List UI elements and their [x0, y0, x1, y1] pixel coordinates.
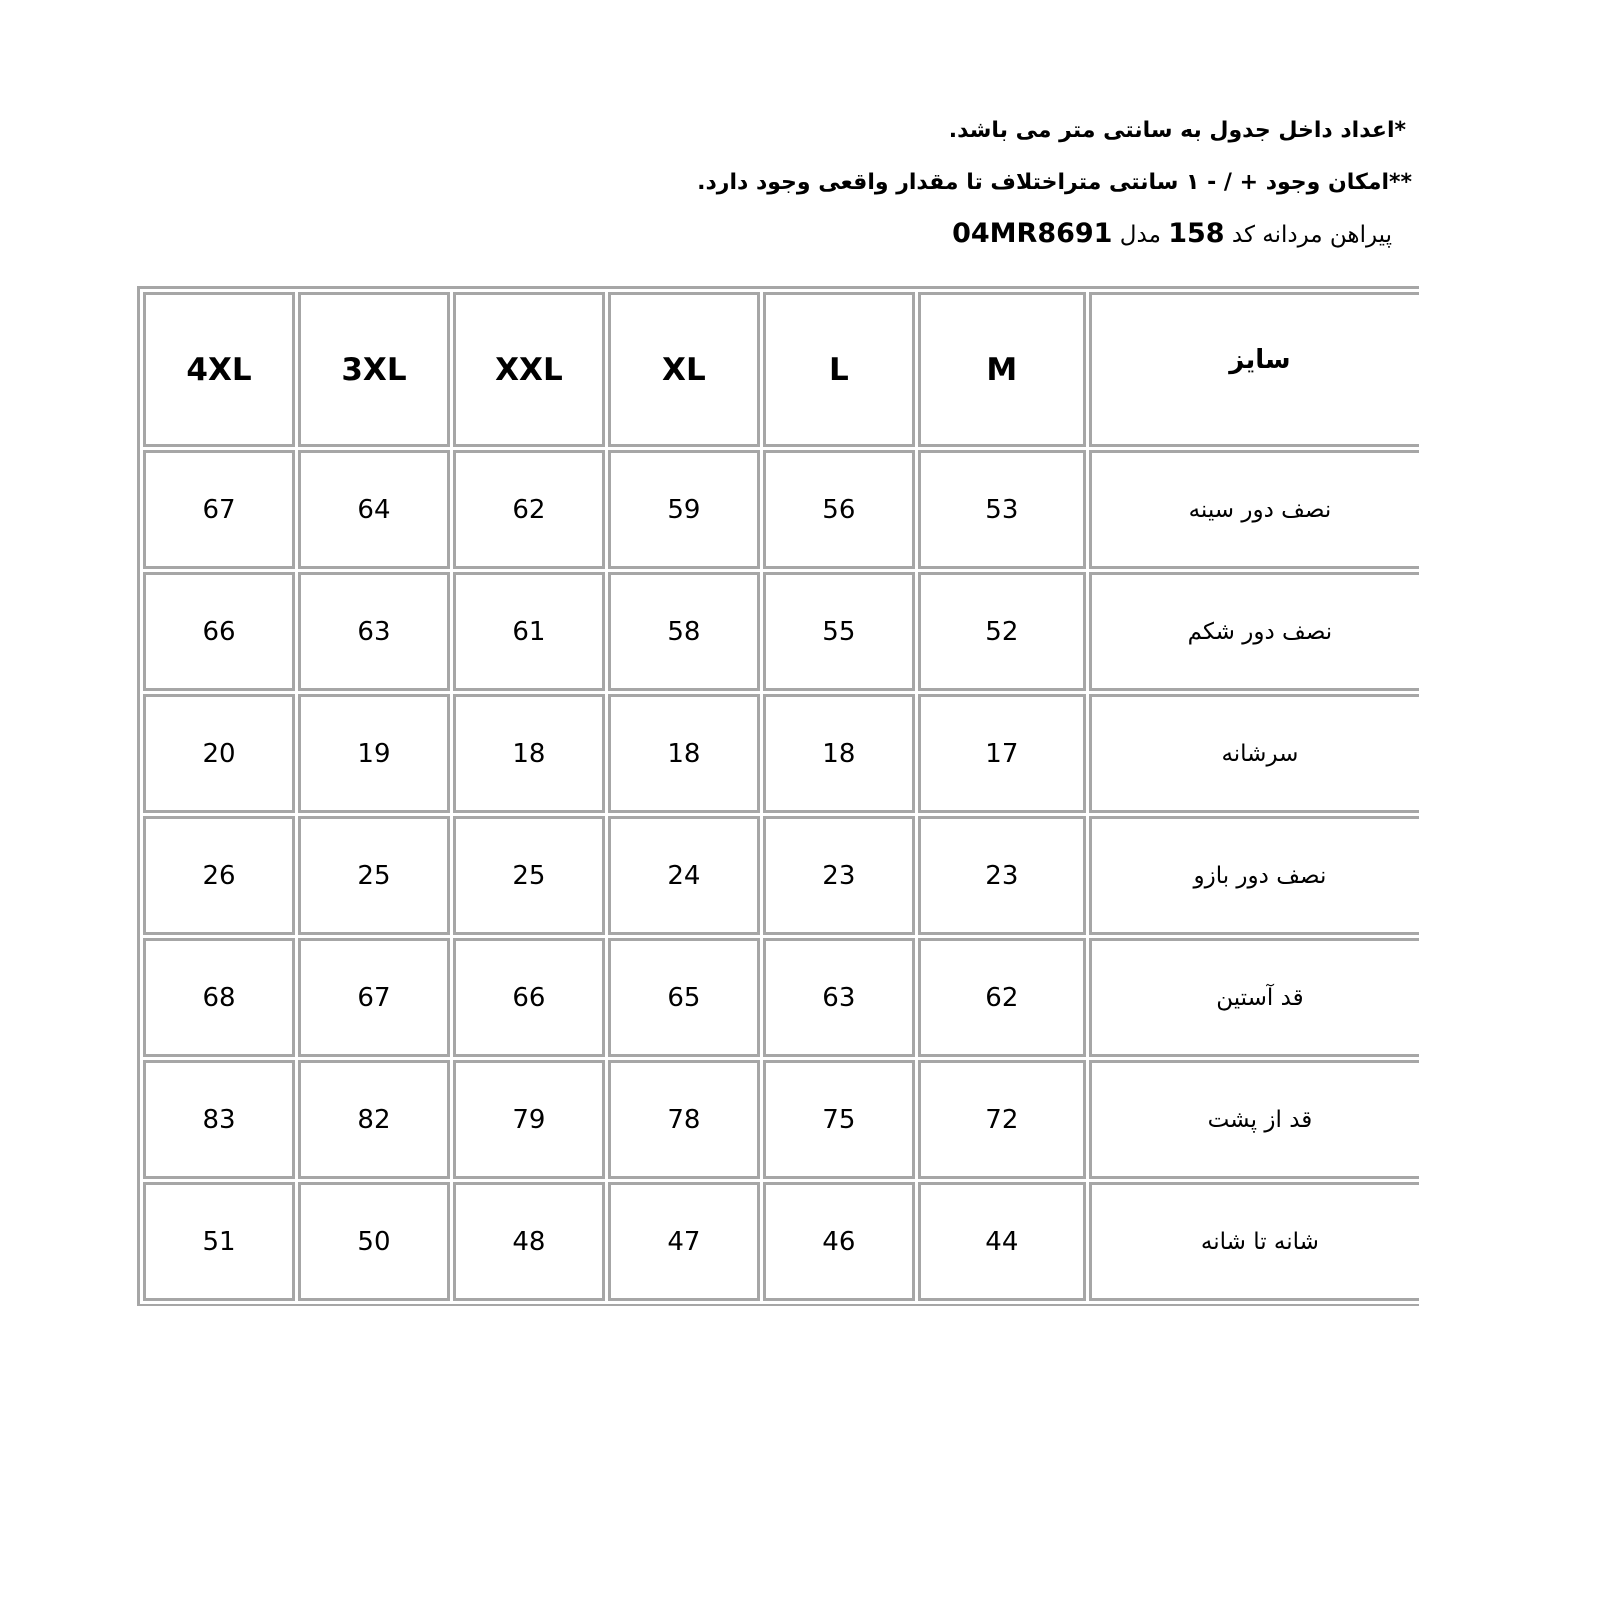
measurement-value: 64	[298, 450, 450, 569]
measurement-label: قد آستین	[1088, 938, 1419, 1057]
model-number: 04MR8691	[952, 218, 1113, 249]
measurement-value: 26	[143, 816, 295, 935]
measurement-value: 55	[762, 572, 915, 691]
measurement-value: 18	[452, 694, 605, 813]
product-code: 158	[1168, 218, 1225, 249]
table-row: قد آستین 62 63 65 66 67 68	[143, 938, 1419, 1057]
measurement-value: 46	[762, 1182, 915, 1301]
measurement-value: 78	[607, 1060, 760, 1179]
measurement-label: نصف دور بازو	[1088, 816, 1419, 935]
measurement-value: 47	[607, 1182, 760, 1301]
measurement-value: 62	[917, 938, 1086, 1057]
measurement-value: 75	[762, 1060, 915, 1179]
measurement-value: 17	[917, 694, 1086, 813]
measurement-value: 18	[607, 694, 760, 813]
model-word: مدل	[1119, 222, 1161, 248]
measurement-value: 25	[452, 816, 605, 935]
size-header: 3XL	[298, 292, 450, 447]
measurement-value: 24	[607, 816, 760, 935]
measurement-label: سرشانه	[1088, 694, 1419, 813]
measurement-label: شانه تا شانه	[1088, 1182, 1419, 1301]
measurement-value: 53	[917, 450, 1086, 569]
measurement-value: 67	[143, 450, 295, 569]
size-header: L	[762, 292, 915, 447]
header-row: سایز M L XL XXL 3XL 4XL	[143, 292, 1419, 447]
table-row: نصف دور بازو 23 23 24 25 25 26	[143, 816, 1419, 935]
size-header: XXL	[452, 292, 605, 447]
size-table-container: سایز M L XL XXL 3XL 4XL نصف دور سینه 53 56 59 62 64 6…	[137, 286, 1419, 1306]
measurement-value: 52	[917, 572, 1086, 691]
product-title: پیراهن مردانه کد 158 مدل 04MR8691	[952, 218, 1392, 249]
measurement-label: نصف دور شکم	[1088, 572, 1419, 691]
measurement-value: 61	[452, 572, 605, 691]
measurement-value: 79	[452, 1060, 605, 1179]
measurement-value: 19	[298, 694, 450, 813]
note-units: *اعداد داخل جدول به سانتی متر می باشد.	[948, 118, 1406, 143]
measurement-value: 63	[298, 572, 450, 691]
size-header: XL	[607, 292, 760, 447]
size-table: سایز M L XL XXL 3XL 4XL نصف دور سینه 53 56 59 62 64 6…	[137, 286, 1419, 1306]
size-header: M	[917, 292, 1086, 447]
measurement-value: 65	[607, 938, 760, 1057]
measurement-value: 50	[298, 1182, 450, 1301]
measurement-value: 66	[143, 572, 295, 691]
table-row: نصف دور سینه 53 56 59 62 64 67	[143, 450, 1419, 569]
measurement-label: نصف دور سینه	[1088, 450, 1419, 569]
table-row: شانه تا شانه 44 46 47 48 50 51	[143, 1182, 1419, 1301]
measurement-value: 18	[762, 694, 915, 813]
measurement-value: 58	[607, 572, 760, 691]
measurement-value: 20	[143, 694, 295, 813]
note-tolerance: **امکان وجود + / - ۱ سانتی متراختلاف تا …	[697, 170, 1412, 195]
measurement-value: 51	[143, 1182, 295, 1301]
title-prefix: پیراهن مردانه کد	[1231, 222, 1392, 248]
header-label: سایز	[1088, 292, 1419, 447]
table-row: قد از پشت 72 75 78 79 82 83	[143, 1060, 1419, 1179]
measurement-value: 56	[762, 450, 915, 569]
measurement-value: 62	[452, 450, 605, 569]
measurement-value: 59	[607, 450, 760, 569]
measurement-label: قد از پشت	[1088, 1060, 1419, 1179]
measurement-value: 68	[143, 938, 295, 1057]
measurement-value: 67	[298, 938, 450, 1057]
measurement-value: 25	[298, 816, 450, 935]
measurement-value: 48	[452, 1182, 605, 1301]
measurement-value: 82	[298, 1060, 450, 1179]
measurement-value: 23	[762, 816, 915, 935]
measurement-value: 44	[917, 1182, 1086, 1301]
table-row: سرشانه 17 18 18 18 19 20	[143, 694, 1419, 813]
table-row: نصف دور شکم 52 55 58 61 63 66	[143, 572, 1419, 691]
measurement-value: 63	[762, 938, 915, 1057]
measurement-value: 23	[917, 816, 1086, 935]
measurement-value: 83	[143, 1060, 295, 1179]
size-header: 4XL	[143, 292, 295, 447]
measurement-value: 72	[917, 1060, 1086, 1179]
measurement-value: 66	[452, 938, 605, 1057]
